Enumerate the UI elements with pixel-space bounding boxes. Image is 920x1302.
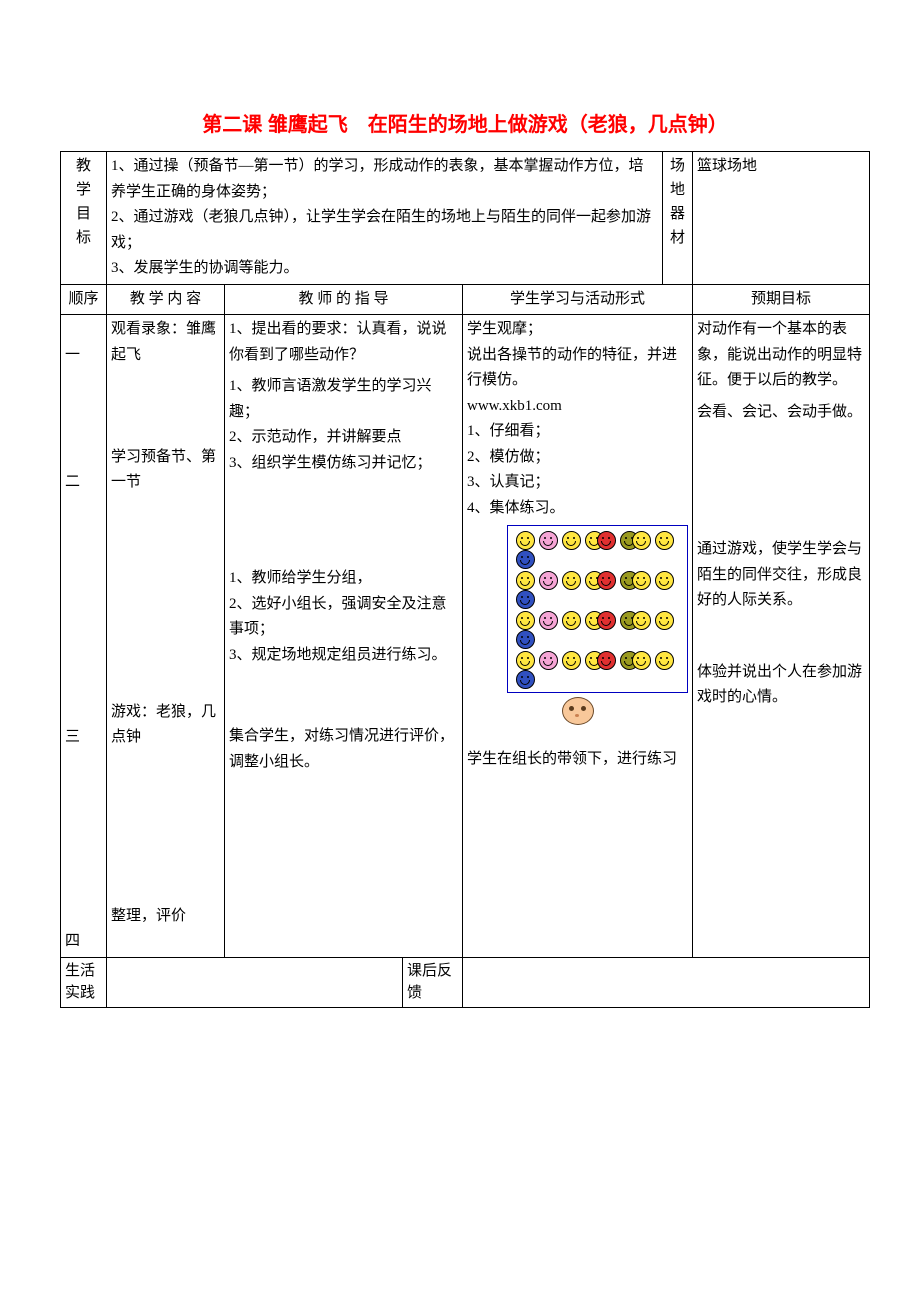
smiley-icon xyxy=(539,531,558,550)
teaching-goals: 1、通过操（预备节—第一节）的学习，形成动作的表象，基本掌握动作方位，培养学生正… xyxy=(107,152,663,285)
hdr-teacher: 教 师 的 指 导 xyxy=(225,284,463,315)
hdr-goal: 预期目标 xyxy=(693,284,870,315)
smiley-icon xyxy=(632,651,651,670)
smiley-icon xyxy=(516,531,535,550)
lesson-title: 第二课 雏鹰起飞 在陌生的场地上做游戏（老狼，几点钟） xyxy=(60,108,870,137)
smiley-icon xyxy=(516,651,535,670)
smiley-icon xyxy=(632,611,651,630)
hdr-student: 学生学习与活动形式 xyxy=(463,284,693,315)
smiley-icon xyxy=(539,651,558,670)
label-feedback: 课后反馈 xyxy=(403,957,463,1007)
smiley-icon xyxy=(597,611,616,630)
smiley-icon xyxy=(539,611,558,630)
smiley-icon xyxy=(516,611,535,630)
smiley-icon xyxy=(562,611,581,630)
lesson-plan-table: 教学目标 1、通过操（预备节—第一节）的学习，形成动作的表象，基本掌握动作方位，… xyxy=(60,151,870,1008)
hdr-order: 顺序 xyxy=(61,284,107,315)
smiley-icon xyxy=(562,651,581,670)
label-teaching-goal: 教学目标 xyxy=(61,152,107,285)
smiley-icon xyxy=(562,531,581,550)
smiley-icon xyxy=(632,531,651,550)
hdr-content: 教 学 内 容 xyxy=(107,284,225,315)
smiley-icon xyxy=(539,571,558,590)
smiley-icon xyxy=(655,611,674,630)
col-order: 一 二 三 四 xyxy=(61,315,107,958)
smiley-icon xyxy=(516,670,535,689)
smiley-icon xyxy=(655,531,674,550)
teacher-face-icon xyxy=(562,697,594,725)
smiley-icon xyxy=(562,571,581,590)
smiley-icon xyxy=(655,651,674,670)
smiley-icon xyxy=(516,590,535,609)
feedback-content xyxy=(463,957,870,1007)
label-equipment: 场地器材 xyxy=(663,152,693,285)
smiley-icon xyxy=(597,651,616,670)
smiley-grid xyxy=(507,525,688,693)
smiley-icon xyxy=(597,571,616,590)
smiley-icon xyxy=(632,571,651,590)
smiley-icon xyxy=(655,571,674,590)
smiley-icon xyxy=(516,550,535,569)
equipment: 篮球场地 xyxy=(693,152,870,285)
col-teacher: 1、提出看的要求：认真看，说说你看到了哪些动作？ 1、教师言语激发学生的学习兴趣… xyxy=(225,315,463,958)
col-goal: 对动作有一个基本的表象，能说出动作的明显特征。便于以后的教学。 会看、会记、会动… xyxy=(693,315,870,958)
smiley-icon xyxy=(597,531,616,550)
life-practice-content xyxy=(107,957,403,1007)
smiley-icon xyxy=(516,571,535,590)
col-content: 观看录象：雏鹰起飞 学习预备节、第一节 游戏：老狼，几点钟 整理，评价 xyxy=(107,315,225,958)
label-life-practice: 生活实践 xyxy=(61,957,107,1007)
col-student: 学生观摩； 说出各操节的动作的特征，并进行模仿。 www.xkb1.com 1、… xyxy=(463,315,693,958)
smiley-icon xyxy=(516,630,535,649)
